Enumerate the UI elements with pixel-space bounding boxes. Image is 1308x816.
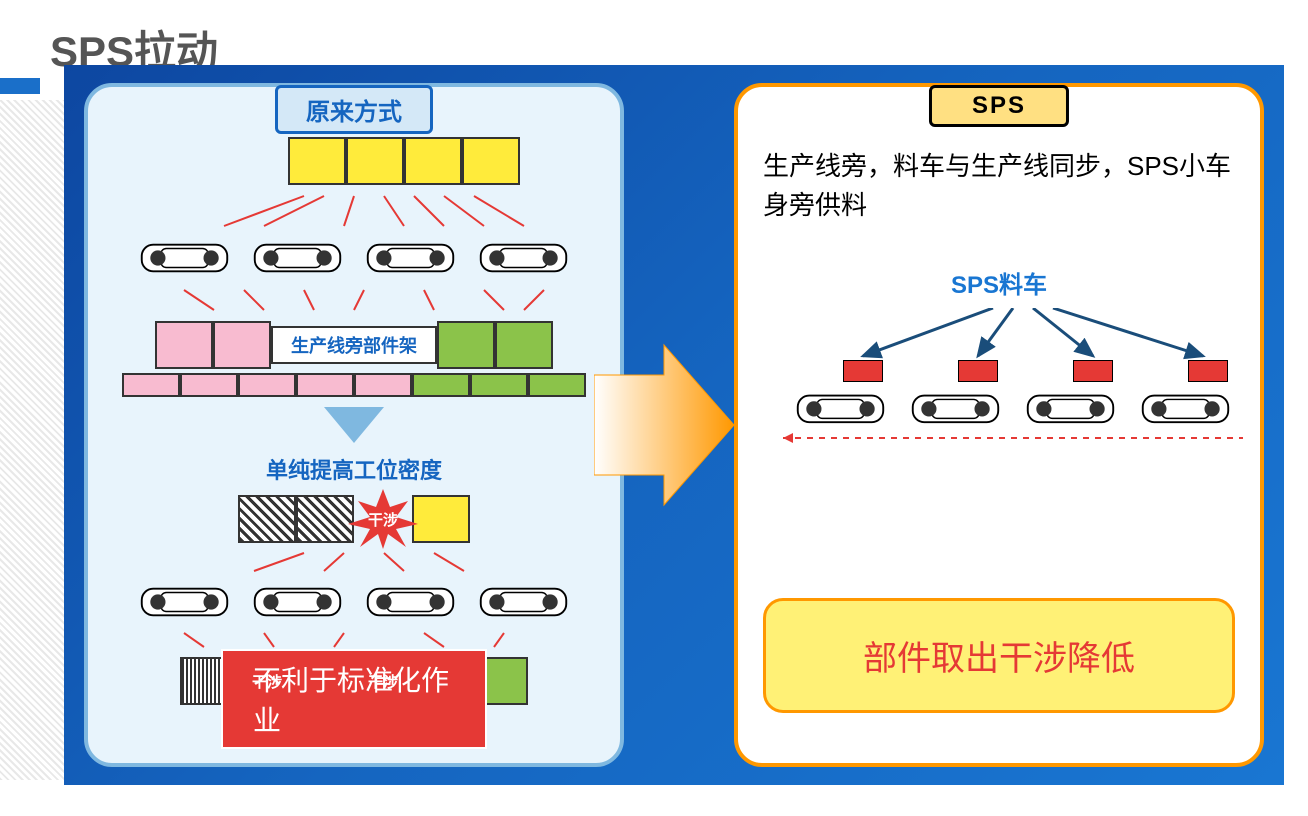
bin	[296, 495, 354, 543]
movement-arrows	[124, 285, 584, 315]
burst-label: 干涉	[368, 509, 398, 530]
bin	[404, 137, 462, 185]
bin	[238, 495, 296, 543]
bin	[288, 137, 346, 185]
parts-rack-row: 生产线旁部件架	[155, 321, 553, 369]
car-icon	[250, 581, 345, 623]
rack-label: 生产线旁部件架	[271, 326, 437, 364]
sps-method-panel: SPS 生产线旁，料车与生产线同步，SPS小车身旁供料 SPS料车	[734, 83, 1264, 767]
car-icon	[137, 581, 232, 623]
density-increase-label: 单纯提高工位密度	[266, 453, 442, 485]
bin	[122, 373, 180, 397]
dense-top-bins: 干涉	[238, 495, 470, 543]
bin	[437, 321, 495, 369]
car-row-top	[137, 237, 571, 279]
movement-arrows	[124, 549, 584, 575]
interference-burst: 干涉	[354, 495, 412, 543]
left-panel-header: 原来方式	[275, 85, 433, 134]
right-panel-content: 生产线旁，料车与生产线同步，SPS小车身旁供料 SPS料车	[738, 87, 1260, 763]
down-arrow-icon	[324, 407, 384, 443]
bin	[470, 373, 528, 397]
car-icon	[363, 237, 458, 279]
parts-rack-row-2	[122, 373, 586, 397]
bin	[462, 137, 520, 185]
bin	[155, 321, 213, 369]
sps-cart-box	[843, 360, 883, 382]
flow-dashes	[783, 432, 1263, 444]
car-icon	[363, 581, 458, 623]
left-panel-content: 生产线旁部件架 单纯提高工位密度	[88, 87, 620, 715]
car-icon	[1138, 388, 1233, 430]
right-panel-header: SPS	[929, 85, 1069, 127]
bin	[412, 373, 470, 397]
main-diagram-frame: 原来方式	[64, 65, 1284, 785]
transition-arrow-container	[624, 83, 714, 767]
sps-description: 生产线旁，料车与生产线同步，SPS小车身旁供料	[763, 147, 1235, 225]
burst-label: 干涉	[368, 671, 398, 692]
result-text: 部件取出干涉降低	[786, 631, 1212, 680]
bin	[296, 373, 354, 397]
bin	[346, 137, 404, 185]
big-arrow-icon	[594, 325, 734, 525]
car-icon	[137, 237, 232, 279]
sps-cart-label: SPS料车	[763, 265, 1235, 300]
bin	[495, 321, 553, 369]
bin	[213, 321, 271, 369]
bin	[180, 373, 238, 397]
title-accent-bar	[0, 78, 40, 94]
top-bin-row	[288, 137, 520, 185]
car-icon	[1023, 388, 1118, 430]
movement-arrows	[124, 629, 584, 651]
car-icon	[476, 581, 571, 623]
car-icon	[908, 388, 1003, 430]
car-row-bottom	[137, 581, 571, 623]
bin	[238, 373, 296, 397]
original-method-panel: 原来方式	[84, 83, 624, 767]
bin	[528, 373, 586, 397]
car-icon	[793, 388, 888, 430]
sps-diagram	[763, 308, 1235, 448]
car-icon	[476, 237, 571, 279]
movement-arrows	[124, 191, 584, 231]
bin	[354, 373, 412, 397]
decorative-stripe	[0, 100, 64, 780]
left-conclusion-banner: 不利于标准化作业	[221, 649, 487, 749]
sps-cart-box	[958, 360, 998, 382]
result-box: 部件取出干涉降低	[763, 598, 1235, 713]
burst-label: 干涉	[252, 671, 282, 692]
bin	[412, 495, 470, 543]
car-icon	[250, 237, 345, 279]
sps-cart-box	[1073, 360, 1113, 382]
sps-cart-box	[1188, 360, 1228, 382]
